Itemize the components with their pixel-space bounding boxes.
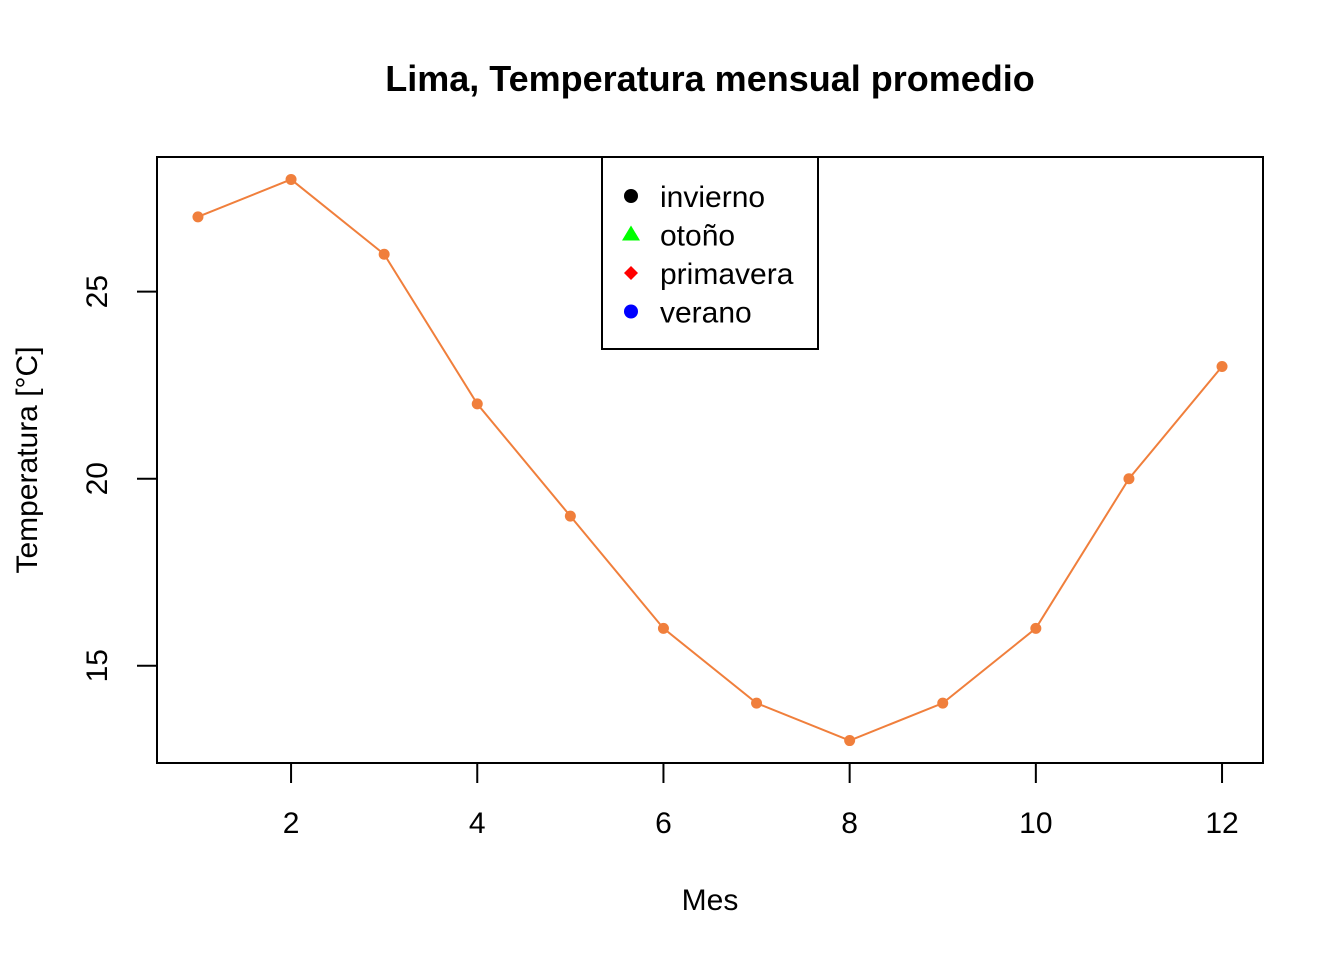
y-tick-label: 25	[81, 275, 114, 308]
data-point	[285, 173, 297, 185]
legend: invierno otoño primavera verano	[601, 156, 819, 350]
y-axis: 15 20 25	[81, 275, 158, 682]
data-point	[844, 735, 856, 747]
legend-label: otoño	[660, 220, 735, 253]
x-tick-label: 8	[841, 807, 858, 840]
y-tick-label: 20	[81, 462, 114, 495]
legend-label: verano	[660, 297, 752, 330]
series-line	[197, 178, 1223, 742]
data-point	[192, 211, 204, 223]
x-axis: 2 4 6 8 10 12	[283, 762, 1239, 840]
legend-marker	[622, 225, 640, 241]
legend-marker	[624, 266, 638, 280]
legend-entries: invierno otoño primavera verano	[622, 181, 794, 330]
x-axis-label: Mes	[682, 884, 739, 917]
y-tick-label: 15	[81, 649, 114, 682]
series-layer	[192, 173, 1228, 747]
data-point	[378, 248, 390, 260]
legend-label: primavera	[660, 258, 794, 291]
legend-label: invierno	[660, 181, 765, 214]
x-tick-label: 12	[1205, 807, 1238, 840]
data-point	[1216, 360, 1228, 372]
data-point	[564, 510, 576, 522]
x-tick-label: 2	[283, 807, 300, 840]
y-axis-label: Temperatura [°C]	[11, 346, 44, 573]
x-tick-label: 6	[655, 807, 672, 840]
data-point	[937, 697, 949, 709]
data-point	[657, 622, 669, 634]
data-point	[471, 398, 483, 410]
legend-marker	[624, 304, 638, 319]
data-point	[1123, 473, 1135, 485]
chart-title: Lima, Temperatura mensual promedio	[385, 58, 1035, 99]
legend-box	[601, 156, 819, 350]
data-point	[751, 697, 763, 709]
x-tick-label: 10	[1019, 807, 1052, 840]
legend-marker	[624, 189, 638, 203]
data-point	[1030, 622, 1042, 634]
x-tick-label: 4	[469, 807, 486, 840]
